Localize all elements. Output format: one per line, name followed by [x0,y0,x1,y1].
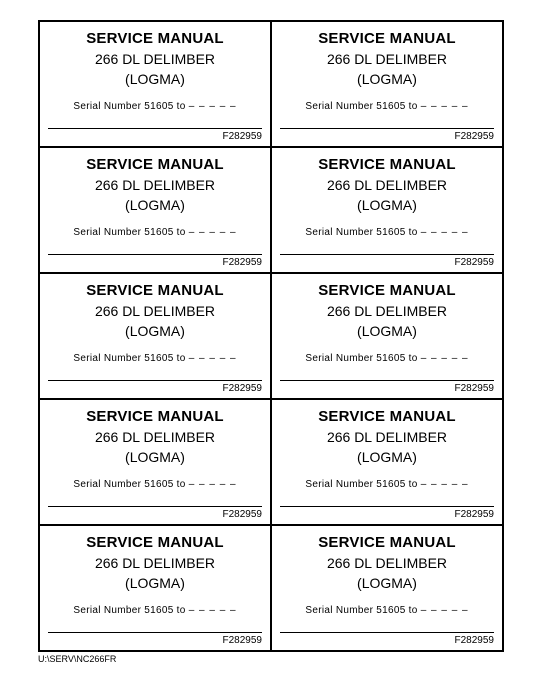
divider [48,254,262,255]
footer-path: U:\SERV\NC266FR [38,654,116,664]
divider [48,506,262,507]
divider [48,632,262,633]
label-cell: SERVICE MANUAL 266 DL DELIMBER (LOGMA) Seri… [39,21,271,147]
label-title: SERVICE MANUAL [48,282,262,299]
divider [48,128,262,129]
label-partno: F282959 [280,131,494,142]
label-serial: Serial Number 51605 to – – – – – [48,353,262,364]
label-title: SERVICE MANUAL [280,30,494,47]
label-partno: F282959 [280,635,494,646]
label-cell: SERVICE MANUAL 266 DL DELIMBER (LOGMA) Seri… [271,147,503,273]
label-title: SERVICE MANUAL [48,156,262,173]
divider [280,506,494,507]
label-cell: SERVICE MANUAL 266 DL DELIMBER (LOGMA) Seri… [271,273,503,399]
label-partno-row: F282959 [48,126,262,142]
label-title: SERVICE MANUAL [280,282,494,299]
label-model: 266 DL DELIMBER [280,555,494,571]
label-partno: F282959 [280,383,494,394]
label-sub: (LOGMA) [280,449,494,465]
divider [280,632,494,633]
label-serial: Serial Number 51605 to – – – – – [48,605,262,616]
divider [280,380,494,381]
label-partno-row: F282959 [280,504,494,520]
label-partno-row: F282959 [280,126,494,142]
label-cell: SERVICE MANUAL 266 DL DELIMBER (LOGMA) Seri… [271,399,503,525]
label-serial: Serial Number 51605 to – – – – – [280,353,494,364]
label-model: 266 DL DELIMBER [48,177,262,193]
label-serial: Serial Number 51605 to – – – – – [48,101,262,112]
label-serial: Serial Number 51605 to – – – – – [280,227,494,238]
label-partno: F282959 [48,131,262,142]
label-cell: SERVICE MANUAL 266 DL DELIMBER (LOGMA) Seri… [39,399,271,525]
label-sub: (LOGMA) [280,575,494,591]
label-model: 266 DL DELIMBER [280,51,494,67]
label-partno: F282959 [280,257,494,268]
label-sub: (LOGMA) [48,449,262,465]
label-title: SERVICE MANUAL [280,534,494,551]
label-cell: SERVICE MANUAL 266 DL DELIMBER (LOGMA) Seri… [271,21,503,147]
label-model: 266 DL DELIMBER [48,555,262,571]
label-title: SERVICE MANUAL [48,534,262,551]
label-model: 266 DL DELIMBER [280,303,494,319]
label-serial: Serial Number 51605 to – – – – – [280,101,494,112]
label-partno-row: F282959 [48,252,262,268]
label-sub: (LOGMA) [48,575,262,591]
label-serial: Serial Number 51605 to – – – – – [48,479,262,490]
label-partno: F282959 [48,509,262,520]
label-sheet-page: SERVICE MANUAL 266 DL DELIMBER (LOGMA) Seri… [38,20,504,652]
label-partno-row: F282959 [48,378,262,394]
label-partno-row: F282959 [48,504,262,520]
label-model: 266 DL DELIMBER [280,177,494,193]
label-title: SERVICE MANUAL [48,30,262,47]
label-partno: F282959 [48,257,262,268]
label-sub: (LOGMA) [48,71,262,87]
label-sub: (LOGMA) [280,197,494,213]
label-grid: SERVICE MANUAL 266 DL DELIMBER (LOGMA) Seri… [39,21,503,651]
label-title: SERVICE MANUAL [280,408,494,425]
label-sub: (LOGMA) [280,71,494,87]
label-partno: F282959 [48,635,262,646]
label-sub: (LOGMA) [280,323,494,339]
label-partno: F282959 [48,383,262,394]
divider [280,128,494,129]
label-cell: SERVICE MANUAL 266 DL DELIMBER (LOGMA) Seri… [39,147,271,273]
label-model: 266 DL DELIMBER [48,303,262,319]
label-serial: Serial Number 51605 to – – – – – [280,605,494,616]
divider [48,380,262,381]
label-partno: F282959 [280,509,494,520]
label-partno-row: F282959 [280,252,494,268]
label-title: SERVICE MANUAL [280,156,494,173]
label-cell: SERVICE MANUAL 266 DL DELIMBER (LOGMA) Seri… [271,525,503,651]
label-model: 266 DL DELIMBER [48,51,262,67]
label-partno-row: F282959 [48,630,262,646]
label-partno-row: F282959 [280,378,494,394]
label-title: SERVICE MANUAL [48,408,262,425]
label-serial: Serial Number 51605 to – – – – – [48,227,262,238]
label-model: 266 DL DELIMBER [280,429,494,445]
divider [280,254,494,255]
label-model: 266 DL DELIMBER [48,429,262,445]
label-cell: SERVICE MANUAL 266 DL DELIMBER (LOGMA) Seri… [39,525,271,651]
label-cell: SERVICE MANUAL 266 DL DELIMBER (LOGMA) Seri… [39,273,271,399]
label-partno-row: F282959 [280,630,494,646]
label-sub: (LOGMA) [48,323,262,339]
label-serial: Serial Number 51605 to – – – – – [280,479,494,490]
label-sub: (LOGMA) [48,197,262,213]
